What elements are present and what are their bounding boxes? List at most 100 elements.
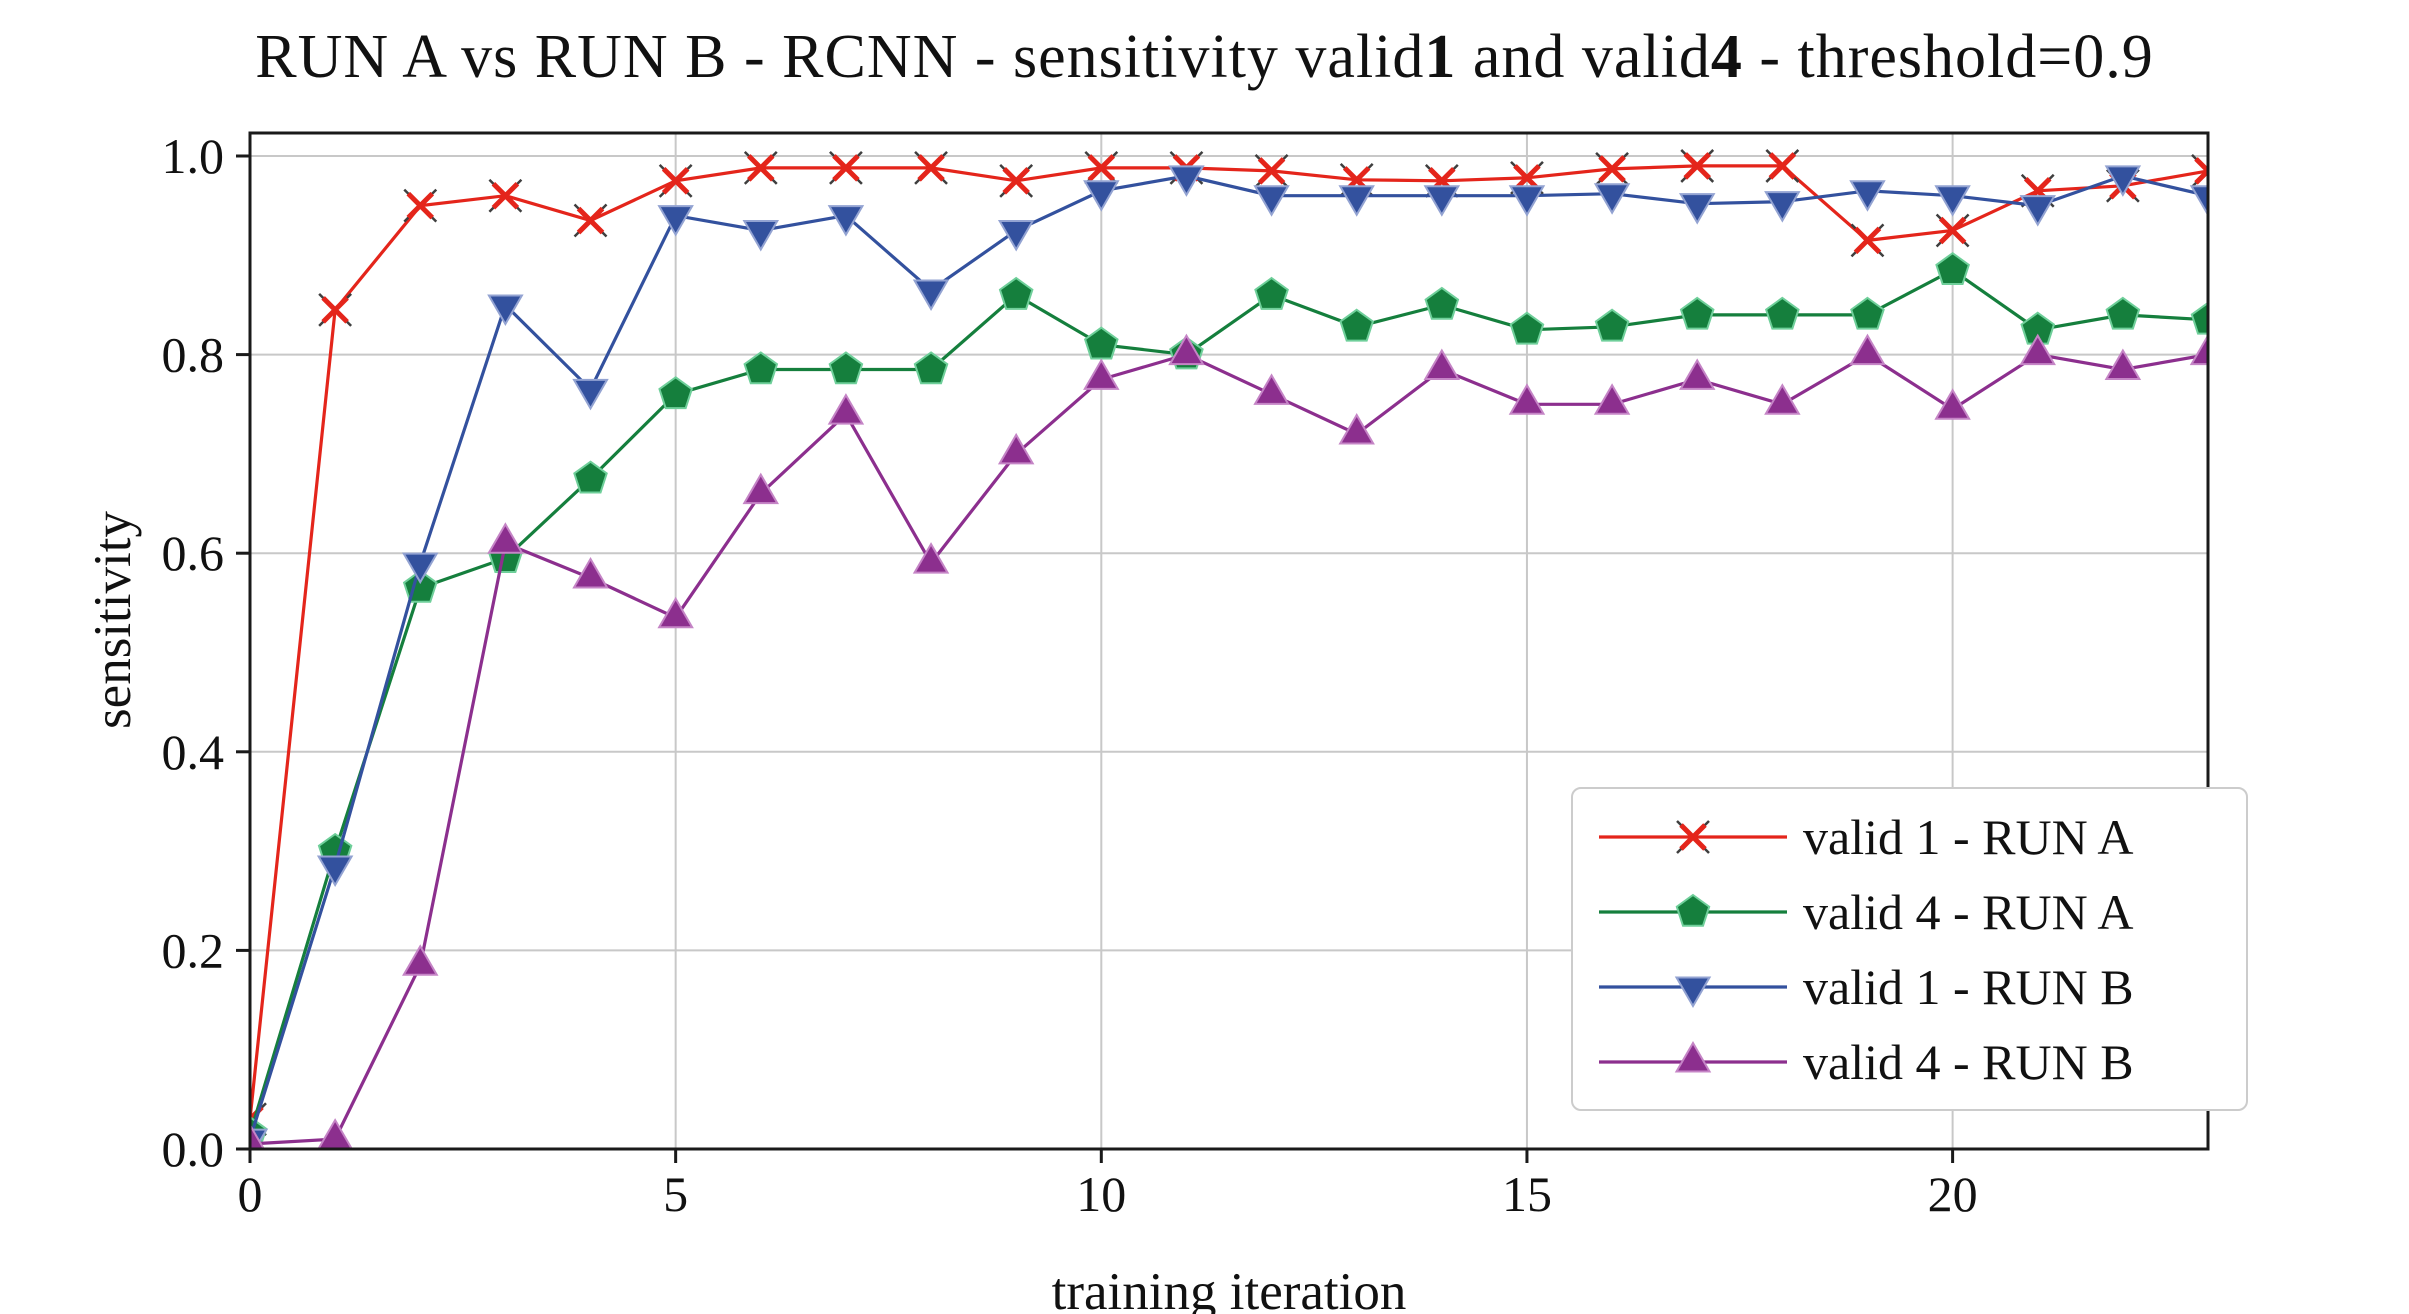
marker-triangle-down <box>1678 193 1716 225</box>
marker-triangle-up <box>912 542 950 574</box>
title-part: - threshold=0.9 <box>1742 23 2154 91</box>
marker-pentagon <box>2105 296 2141 330</box>
x-tick-label: 15 <box>1502 1166 1552 1222</box>
series-line-valid-1-run-b <box>250 174 2208 1140</box>
marker-x <box>321 296 349 324</box>
marker-triangle-down <box>2189 185 2208 217</box>
y-tick-label: 0.2 <box>162 922 225 978</box>
marker-x <box>1683 152 1711 180</box>
marker-pentagon <box>743 351 779 385</box>
marker-pentagon <box>1254 276 1289 310</box>
title-part: RUN A vs RUN B - RCNN - sensitivity vali… <box>255 23 1425 91</box>
legend-item-valid4-runA: valid 4 - RUN A <box>1593 876 2246 948</box>
marker-triangle-down <box>316 855 354 887</box>
x-tick-label: 10 <box>1076 1166 1126 1222</box>
marker-triangle-up <box>1338 413 1375 445</box>
marker-triangle-down <box>827 205 865 237</box>
marker-triangle-up <box>1083 358 1120 390</box>
marker-pentagon <box>1424 286 1460 320</box>
marker-triangle-down <box>1674 976 1712 1008</box>
marker-triangle-up <box>2104 348 2142 380</box>
marker-triangle-down <box>1508 185 1546 217</box>
marker-triangle-up <box>657 596 694 629</box>
marker-x <box>1002 167 1030 195</box>
legend-sample-valid4-runB <box>1599 1040 1787 1072</box>
marker-triangle-up <box>1849 333 1886 366</box>
marker-triangle-up <box>1593 383 1631 415</box>
y-tick-label: 0.4 <box>162 724 225 780</box>
marker-triangle-up <box>1253 373 1290 405</box>
marker-pentagon <box>1679 296 1715 330</box>
y-tick-label: 0.0 <box>162 1121 225 1177</box>
marker-triangle-down <box>2019 195 2056 227</box>
marker-triangle-down <box>487 294 524 326</box>
marker-pentagon <box>1675 893 1711 927</box>
y-axis-label: sensitivity <box>84 511 142 729</box>
x-tick-label: 0 <box>238 1166 263 1222</box>
marker-triangle-up <box>1764 383 1801 415</box>
legend-item-valid1-runB: valid 1 - RUN B <box>1593 951 2246 1023</box>
marker-triangle-up <box>997 432 1035 465</box>
marker-x <box>832 154 860 182</box>
x-axis-label: training iteration <box>1051 1263 1407 1314</box>
marker-triangle-down <box>1338 185 1375 217</box>
marker-x <box>1087 154 1116 182</box>
marker-pentagon <box>1083 326 1119 360</box>
y-tick-label: 1.0 <box>162 128 225 184</box>
legend-sample-valid1-runA <box>1599 819 1787 854</box>
marker-x <box>1598 155 1626 183</box>
series-valid-1-run-b <box>250 165 2208 1149</box>
legend-item-valid1-runA: valid 1 - RUN A <box>1593 801 2246 873</box>
marker-triangle-up <box>572 557 609 589</box>
marker-x <box>2194 157 2208 185</box>
marker-triangle-down <box>1849 180 1886 212</box>
marker-x <box>406 191 435 220</box>
marker-pentagon <box>658 376 694 410</box>
marker-triangle-up <box>1168 333 1205 366</box>
marker-x <box>917 154 945 182</box>
marker-x <box>1768 152 1797 180</box>
marker-triangle-up <box>2189 333 2208 366</box>
marker-triangle-down <box>997 219 1035 252</box>
x-tick-label: 20 <box>1928 1166 1978 1222</box>
legend-label: valid 4 - RUN A <box>1803 883 2134 940</box>
marker-triangle-down <box>2104 165 2142 197</box>
marker-triangle-down <box>1423 185 1461 217</box>
legend-label: valid 1 - RUN A <box>1803 808 2134 865</box>
legend-label: valid 1 - RUN B <box>1803 958 2134 1015</box>
plot-frame <box>248 131 2210 1151</box>
marker-triangle-up <box>1423 348 1461 380</box>
marker-triangle-up <box>402 944 439 976</box>
marker-triangle-up <box>1508 383 1546 415</box>
tick-labels: 0 5 10 15 20 0.0 0.2 0.4 0.6 0.8 1.0 <box>162 128 1978 1222</box>
marker-triangle-up <box>487 522 524 554</box>
y-tick-label: 0.6 <box>162 525 225 581</box>
marker-pentagon <box>828 351 864 385</box>
marker-pentagon <box>1339 308 1375 342</box>
marker-triangle-up <box>1678 358 1716 390</box>
marker-triangle-down <box>1934 185 1971 217</box>
marker-triangle-up <box>2019 333 2056 366</box>
marker-x <box>661 167 690 195</box>
legend-item-valid4-runB: valid 4 - RUN B <box>1593 1026 2246 1098</box>
axis-ticks <box>236 154 1955 1163</box>
series-valid-4-run-a <box>250 251 2208 1149</box>
marker-triangle-down <box>402 552 439 585</box>
marker-x <box>1853 226 1882 255</box>
legend: valid 1 - RUN A valid 4 - RUN A valid 1 … <box>1571 787 2248 1111</box>
marker-pentagon <box>913 351 949 385</box>
marker-triangle-down <box>912 279 950 312</box>
marker-triangle-down <box>657 205 694 237</box>
marker-triangle-down <box>1083 180 1120 212</box>
series-valid-4-run-b <box>250 333 2208 1149</box>
legend-label: valid 4 - RUN B <box>1803 1033 2134 1090</box>
marker-x <box>576 206 605 235</box>
marker-pentagon <box>1594 308 1630 342</box>
title-part: and valid <box>1456 23 1711 91</box>
marker-triangle-down <box>1168 165 1205 197</box>
marker-triangle-down <box>1764 191 1801 223</box>
marker-x <box>491 181 520 210</box>
legend-sample-valid1-runB <box>1599 976 1787 1008</box>
